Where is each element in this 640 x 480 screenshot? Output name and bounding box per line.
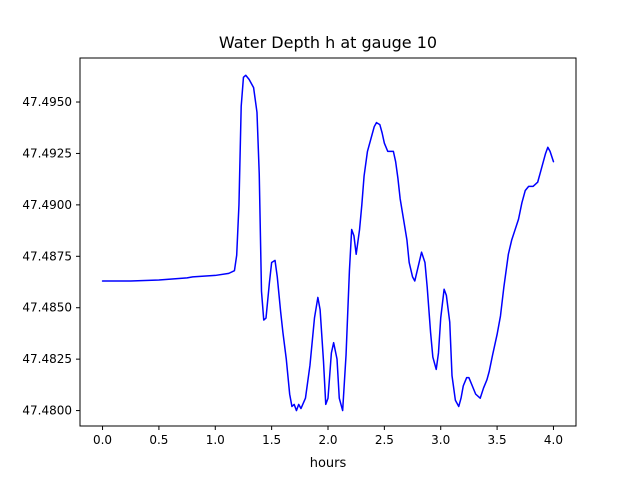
x-tick-label: 1.0 [206, 433, 225, 447]
x-axis-label: hours [310, 456, 347, 471]
y-tick-label: 47.4925 [22, 146, 72, 160]
y-tick-label: 47.4875 [22, 249, 72, 263]
y-tick-label: 47.4800 [22, 404, 72, 418]
y-axis: 47.4800 47.4825 47.4850 47.4875 47.4900 47.49… [22, 95, 80, 418]
x-tick-label: 2.0 [318, 433, 337, 447]
y-tick-label: 47.4950 [22, 95, 72, 109]
y-tick-label: 47.4825 [22, 352, 72, 366]
x-tick-label: 0.0 [93, 433, 112, 447]
x-tick-label: 2.5 [375, 433, 394, 447]
x-tick-label: 0.5 [149, 433, 168, 447]
x-tick-label: 1.5 [262, 433, 281, 447]
chart-title: Water Depth h at gauge 10 [219, 33, 437, 52]
x-tick-label: 3.5 [488, 433, 507, 447]
x-tick-label: 3.0 [431, 433, 450, 447]
x-axis: 0.0 0.5 1.0 1.5 2.0 2.5 3.0 3.5 4.0 [93, 426, 563, 447]
series-line [101, 74, 555, 412]
y-tick-label: 47.4850 [22, 301, 72, 315]
y-tick-label: 47.4900 [22, 198, 72, 212]
series-layer [101, 74, 555, 412]
x-tick-label: 4.0 [544, 433, 563, 447]
